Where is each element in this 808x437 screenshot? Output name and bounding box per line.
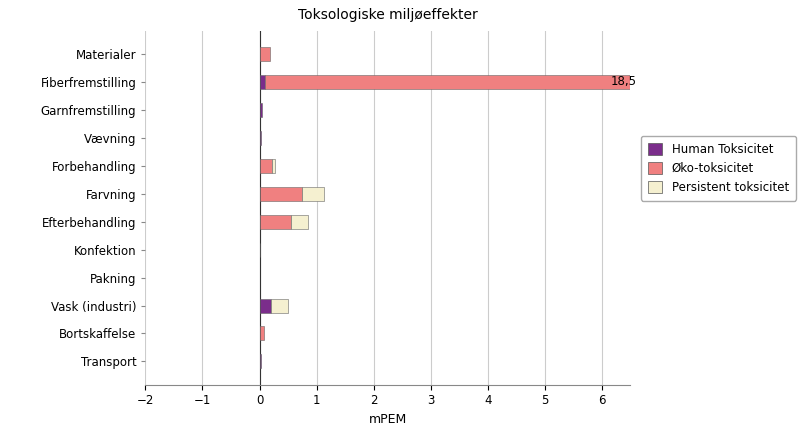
Bar [291, 215, 308, 229]
Bar [259, 47, 270, 61]
Bar [265, 75, 808, 89]
Bar [259, 326, 263, 340]
X-axis label: mPEM: mPEM [368, 413, 407, 426]
Text: 18,5: 18,5 [610, 75, 636, 88]
Bar [272, 159, 275, 173]
Bar [259, 159, 272, 173]
Bar [302, 187, 324, 201]
Bar [271, 298, 288, 312]
Bar [259, 187, 302, 201]
Bar [259, 215, 291, 229]
Title: Toksologiske miljøeffekter: Toksologiske miljøeffekter [298, 8, 478, 22]
Bar [259, 103, 263, 117]
Bar [259, 75, 265, 89]
Legend: Human Toksicitet, Øko-toksicitet, Persistent toksicitet: Human Toksicitet, Øko-toksicitet, Persis… [641, 135, 796, 201]
Bar [259, 354, 261, 368]
Bar [259, 298, 271, 312]
Bar [259, 131, 261, 145]
